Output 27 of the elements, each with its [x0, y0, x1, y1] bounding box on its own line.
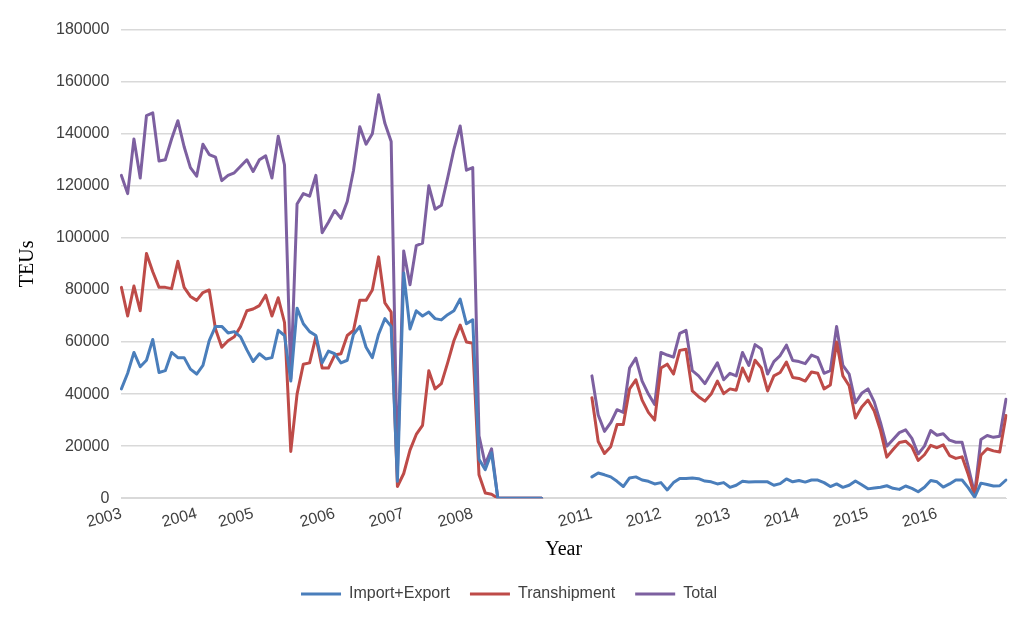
x-tick-label: 2006 [297, 504, 337, 530]
y-tick-label: 160000 [56, 72, 110, 90]
x-tick-label: 2005 [216, 504, 256, 530]
y-tick-label: 60000 [64, 332, 110, 350]
y-tick-label: 0 [100, 488, 110, 506]
legend-label: Import+Export [349, 584, 451, 602]
y-tick-label: 20000 [64, 436, 110, 454]
y-axis-title: TEUs [15, 240, 38, 288]
y-tick-label: 140000 [56, 124, 110, 142]
y-tick-label: 40000 [64, 384, 110, 402]
y-tick-label: 100000 [56, 228, 110, 246]
y-tick-label: 80000 [64, 280, 110, 298]
legend-label: Transhipment [517, 584, 616, 602]
x-axis-title: Year [545, 537, 583, 560]
x-tick-label: 2016 [900, 504, 939, 530]
y-tick-label: 120000 [56, 176, 110, 194]
y-tick-label: 180000 [56, 20, 110, 38]
x-tick-label: 2012 [624, 504, 663, 530]
x-tick-label: 2004 [159, 504, 199, 530]
x-tick-label: 2011 [556, 504, 594, 530]
x-tick-label: 2015 [831, 504, 870, 530]
legend-label: Total [683, 584, 717, 602]
x-tick-label: 2014 [762, 504, 801, 530]
x-tick-label: 2008 [435, 504, 475, 530]
x-tick-label: 2013 [693, 504, 732, 530]
x-tick-label: 2003 [84, 504, 124, 530]
x-tick-label: 2007 [366, 504, 406, 530]
